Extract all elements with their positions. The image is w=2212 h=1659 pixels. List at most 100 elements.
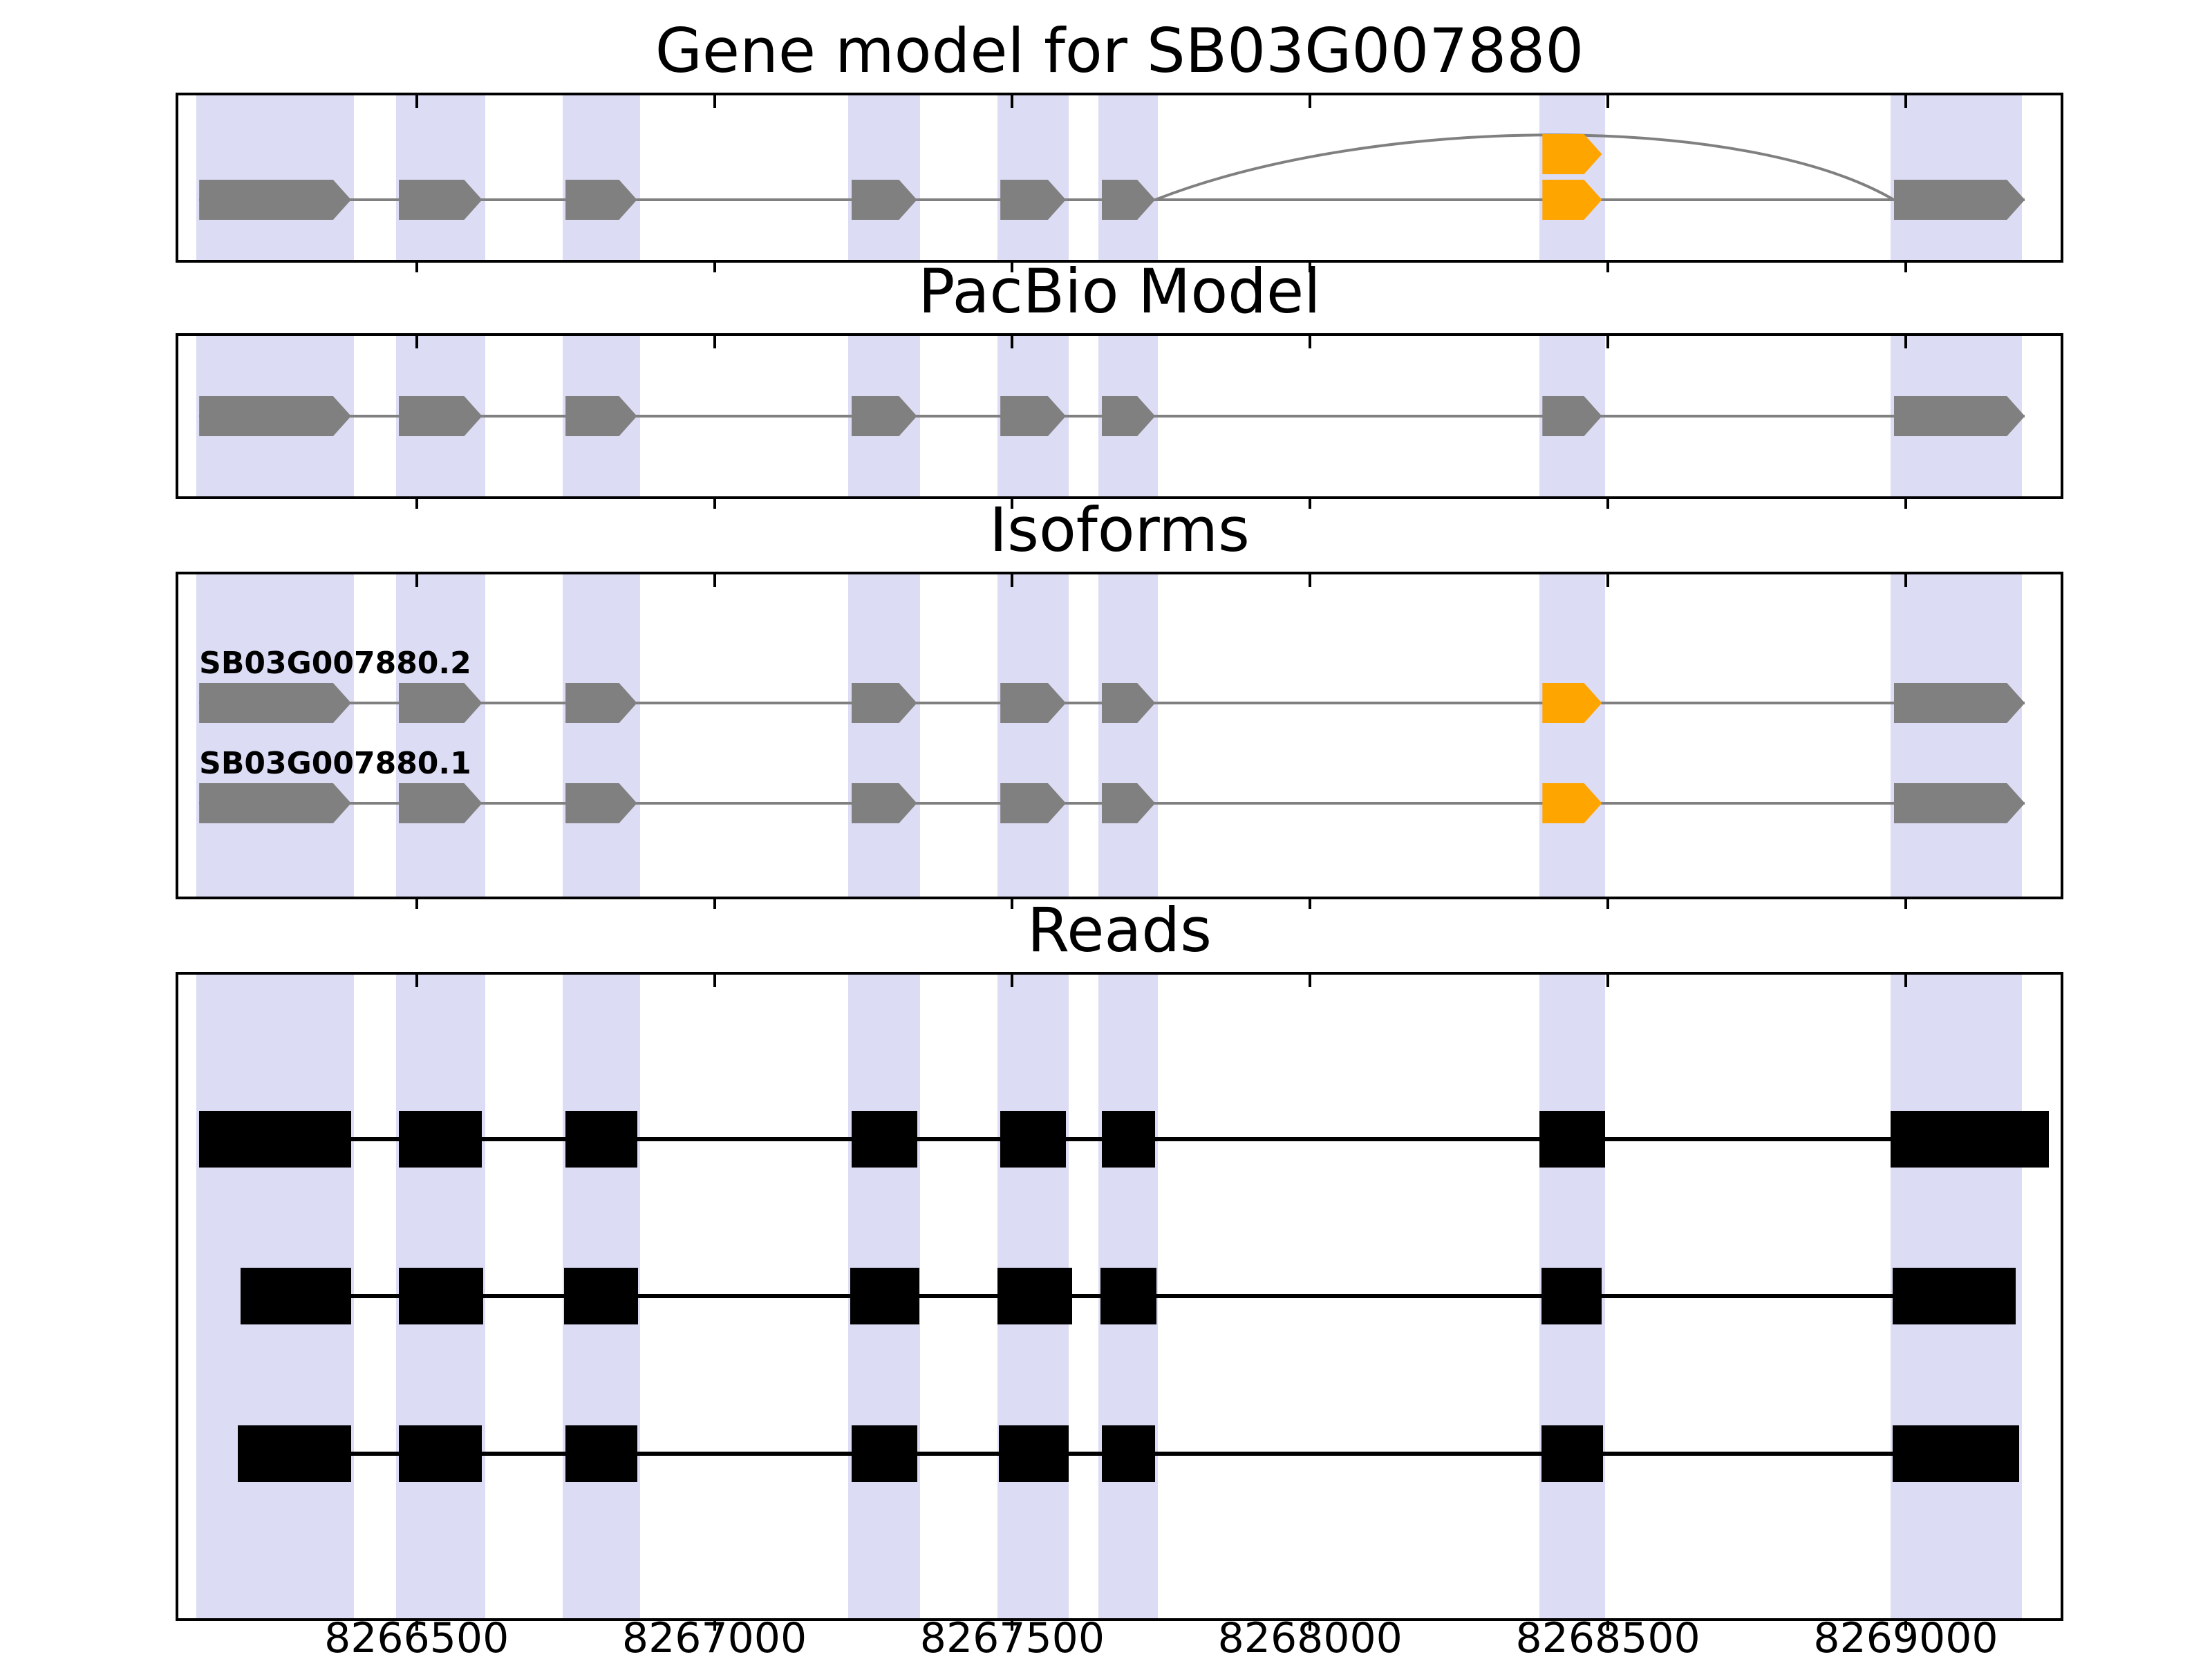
read-segment	[1892, 1268, 2016, 1324]
axis-tick	[1606, 975, 1610, 987]
axis-tick	[415, 897, 418, 909]
axis-tick	[713, 574, 716, 587]
axis-tick	[713, 95, 716, 108]
axis-tick	[1011, 336, 1014, 348]
axis-tick	[1904, 897, 1907, 909]
panel-title-gene-model: Gene model for SB03G007880	[655, 15, 1584, 86]
axis-tick	[1606, 1618, 1610, 1631]
read-segment	[1541, 1268, 1602, 1324]
read-segment	[1892, 1425, 2019, 1482]
axis-tick	[1309, 574, 1312, 587]
axis-tick	[1606, 336, 1610, 348]
exon	[199, 783, 351, 823]
axis-tick	[1011, 574, 1014, 587]
axis-tick-label: 8268500	[1515, 1614, 1700, 1659]
axis-tick	[1309, 95, 1312, 108]
highlight-band	[1098, 574, 1159, 897]
read-segment	[1101, 1111, 1156, 1168]
read-segment	[241, 1268, 351, 1324]
axis-tick	[415, 95, 418, 108]
read-segment	[398, 1268, 484, 1324]
read-segment	[1891, 1111, 2049, 1168]
axis-tick	[1606, 260, 1610, 272]
axis-tick	[1309, 897, 1312, 909]
read-segment	[850, 1268, 919, 1324]
highlight-band	[562, 95, 640, 260]
exon	[1893, 180, 2025, 220]
axis-tick	[1011, 1618, 1014, 1631]
axis-tick	[1606, 897, 1610, 909]
read-segment	[238, 1425, 351, 1482]
axis-tick	[1904, 1618, 1907, 1631]
highlight-band	[848, 95, 920, 260]
highlight-band	[1891, 574, 2022, 897]
read-segment	[1541, 1425, 1604, 1482]
axis-tick	[1309, 336, 1312, 348]
highlight-band	[997, 574, 1069, 897]
axis-tick	[1904, 336, 1907, 348]
pacbio-model-panel	[176, 333, 2063, 509]
gene-model-panel	[176, 93, 2063, 272]
axis-tick	[713, 1618, 716, 1631]
read-segment	[565, 1111, 637, 1168]
axis-tick	[1904, 574, 1907, 587]
reads-panel	[176, 972, 2063, 1631]
highlight-band	[395, 95, 485, 260]
axis-tick	[415, 975, 418, 987]
axis-tick	[415, 1618, 418, 1631]
read-segment	[997, 1268, 1072, 1324]
axis-tick	[1011, 95, 1014, 108]
exon	[1893, 683, 2025, 723]
axis-tick	[1904, 260, 1907, 272]
exon	[1893, 783, 2025, 823]
exon	[199, 180, 351, 220]
axis-tick	[713, 336, 716, 348]
axis-tick	[415, 260, 418, 272]
axis-tick	[1309, 496, 1312, 509]
read-segment	[398, 1425, 482, 1482]
highlight-band	[196, 95, 355, 260]
isoform-label: SB03G007880.1	[199, 746, 471, 781]
axis-tick	[713, 496, 716, 509]
read-segment	[1000, 1111, 1066, 1168]
read-segment	[398, 1111, 482, 1168]
highlight-band	[1539, 574, 1605, 897]
read-segment	[1100, 1268, 1156, 1324]
read-segment	[851, 1425, 917, 1482]
exon	[199, 683, 351, 723]
axis-tick	[1011, 897, 1014, 909]
axis-tick	[1309, 975, 1312, 987]
exon	[398, 180, 482, 220]
exon	[1893, 396, 2025, 436]
highlight-band	[1539, 95, 1605, 260]
axis-tick-label: 8267500	[919, 1614, 1105, 1659]
panel-title-isoforms: Isoforms	[989, 494, 1250, 565]
highlight-band	[997, 95, 1069, 260]
axis-tick	[1606, 496, 1610, 509]
axis-tick	[415, 574, 418, 587]
axis-tick	[713, 260, 716, 272]
highlight-band	[562, 574, 640, 897]
axis-tick	[1011, 496, 1014, 509]
exon	[398, 396, 482, 436]
highlight-band	[196, 574, 355, 897]
isoform-label: SB03G007880.2	[199, 646, 471, 681]
read-segment	[564, 1268, 639, 1324]
axis-tick-label: 8269000	[1813, 1614, 1998, 1659]
read-segment	[199, 1111, 351, 1168]
axis-tick	[1904, 496, 1907, 509]
axis-tick	[1904, 95, 1907, 108]
axis-tick	[713, 897, 716, 909]
axis-tick	[415, 336, 418, 348]
axis-tick	[1606, 574, 1610, 587]
axis-tick	[415, 496, 418, 509]
panel-title-pacbio-model: PacBio Model	[918, 256, 1321, 327]
axis-tick	[1606, 95, 1610, 108]
axis-tick-label: 8268000	[1217, 1614, 1403, 1659]
read-segment	[851, 1111, 917, 1168]
highlight-band	[848, 574, 920, 897]
panel-title-reads: Reads	[1027, 894, 1212, 966]
exon	[398, 783, 482, 823]
axis-tick	[1904, 975, 1907, 987]
